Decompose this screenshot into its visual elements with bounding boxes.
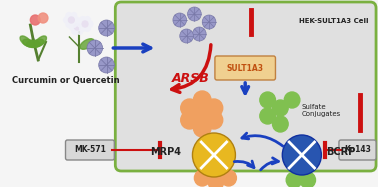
Text: Sulfate
Conjugates: Sulfate Conjugates — [302, 103, 341, 117]
FancyBboxPatch shape — [215, 56, 276, 80]
Ellipse shape — [80, 39, 94, 49]
Circle shape — [38, 13, 48, 23]
Circle shape — [66, 21, 72, 27]
Circle shape — [300, 172, 316, 187]
Circle shape — [173, 13, 187, 27]
Circle shape — [284, 92, 300, 108]
Circle shape — [85, 25, 90, 31]
Ellipse shape — [26, 41, 40, 47]
Circle shape — [205, 99, 223, 117]
Circle shape — [30, 15, 40, 25]
Circle shape — [273, 100, 288, 116]
FancyBboxPatch shape — [65, 140, 114, 160]
Circle shape — [273, 116, 288, 132]
Circle shape — [72, 28, 78, 34]
Ellipse shape — [23, 39, 36, 47]
Circle shape — [66, 13, 72, 19]
Circle shape — [286, 172, 302, 187]
Circle shape — [70, 24, 75, 30]
Circle shape — [194, 107, 211, 125]
Text: Curcumin or Quercetin: Curcumin or Quercetin — [12, 76, 119, 85]
Circle shape — [194, 119, 211, 137]
Circle shape — [77, 20, 82, 26]
FancyArrowPatch shape — [172, 45, 211, 92]
FancyArrowPatch shape — [261, 158, 279, 170]
Text: BCRP: BCRP — [326, 147, 355, 157]
Circle shape — [82, 21, 88, 27]
FancyBboxPatch shape — [339, 140, 376, 160]
Circle shape — [208, 174, 224, 187]
Circle shape — [85, 17, 90, 23]
Circle shape — [74, 24, 80, 30]
Text: ARSB: ARSB — [172, 71, 210, 85]
Circle shape — [205, 111, 223, 129]
Ellipse shape — [20, 36, 31, 46]
Circle shape — [71, 21, 77, 27]
Circle shape — [221, 170, 236, 186]
Text: Ko143: Ko143 — [344, 145, 371, 154]
Text: SULT1A3: SULT1A3 — [227, 64, 264, 73]
Ellipse shape — [35, 36, 46, 46]
Circle shape — [181, 99, 198, 117]
Text: MRP4: MRP4 — [150, 147, 181, 157]
Circle shape — [180, 29, 194, 43]
Circle shape — [87, 21, 93, 27]
Circle shape — [79, 24, 85, 30]
FancyArrowPatch shape — [234, 161, 254, 168]
Circle shape — [194, 91, 211, 109]
Text: HEK-SULT1A3 Cell: HEK-SULT1A3 Cell — [299, 18, 368, 24]
Circle shape — [77, 21, 83, 27]
Circle shape — [192, 27, 206, 41]
Circle shape — [80, 17, 85, 23]
Circle shape — [77, 28, 82, 34]
Circle shape — [260, 92, 276, 108]
Circle shape — [68, 17, 74, 23]
FancyArrowPatch shape — [242, 133, 283, 146]
Circle shape — [202, 15, 216, 29]
Circle shape — [99, 20, 114, 36]
Circle shape — [87, 40, 102, 56]
Circle shape — [260, 108, 276, 124]
Text: MK-571: MK-571 — [74, 145, 106, 154]
Circle shape — [187, 7, 201, 21]
Ellipse shape — [31, 39, 44, 47]
Circle shape — [64, 17, 70, 23]
Circle shape — [71, 13, 77, 19]
Circle shape — [80, 25, 85, 31]
Circle shape — [192, 133, 235, 177]
Circle shape — [282, 135, 321, 175]
FancyBboxPatch shape — [115, 2, 376, 171]
Circle shape — [72, 20, 78, 26]
Circle shape — [73, 17, 79, 23]
Circle shape — [194, 170, 210, 186]
Circle shape — [99, 57, 114, 73]
Circle shape — [181, 111, 198, 129]
